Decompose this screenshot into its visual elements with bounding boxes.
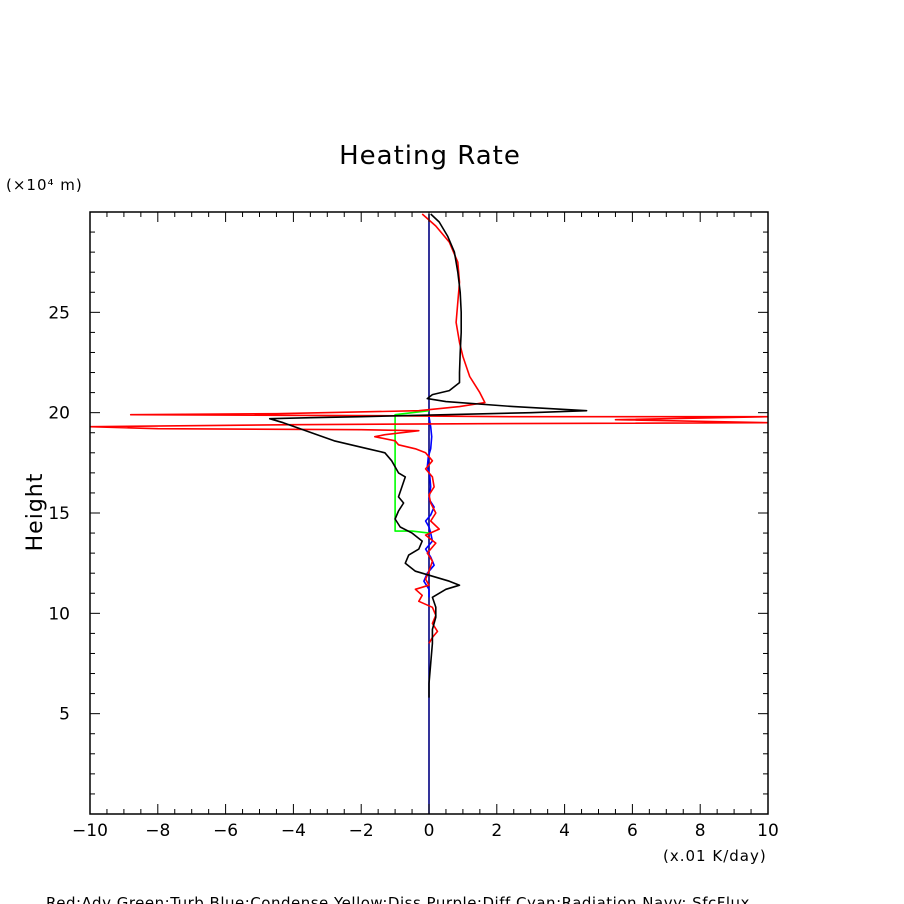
y-tick-label: 10 [48, 604, 70, 624]
x-tick-label: −10 [72, 821, 108, 841]
x-tick-label: 2 [491, 821, 502, 841]
x-tick-label: −2 [349, 821, 374, 841]
ticks-layer: −10 −8 −6 −4 −2 0 2 4 6 8 10 5 10 15 20 25 [48, 212, 779, 841]
x-tick-label: 0 [424, 821, 435, 841]
series-line-2 [423, 416, 435, 598]
x-tick-label: 6 [627, 821, 638, 841]
series-line-1 [394, 409, 430, 534]
chart-title: Heating Rate [339, 141, 521, 171]
series-line-3 [90, 213, 768, 644]
y-tick-label: 5 [59, 705, 70, 725]
y-tick-label: 20 [48, 404, 70, 424]
x-tick-label: 4 [559, 821, 570, 841]
x-axis-units: (x.01 K/day) [663, 847, 767, 865]
series-line-4 [268, 213, 588, 698]
x-tick-label: −8 [145, 821, 170, 841]
legend-text: Red:Adv Green:Turb Blue:Condense Yellow:… [46, 894, 750, 904]
x-tick-label: 8 [695, 821, 706, 841]
y-tick-label: 15 [48, 504, 70, 524]
y-axis-units: (×10⁴ m) [6, 176, 83, 194]
y-tick-label: 25 [48, 303, 70, 323]
series-layer [90, 213, 768, 814]
y-axis-label: Height [23, 473, 48, 552]
x-tick-label: 10 [757, 821, 779, 841]
x-tick-label: −4 [281, 821, 306, 841]
x-tick-label: −6 [213, 821, 238, 841]
